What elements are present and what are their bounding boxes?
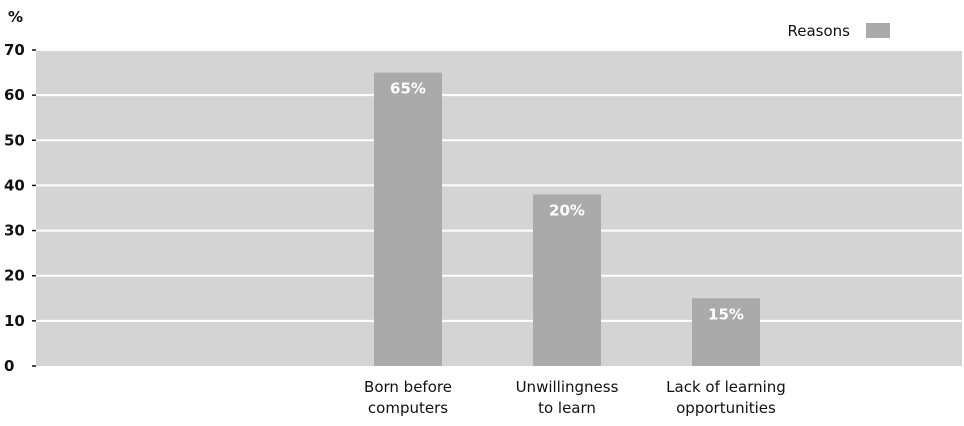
bar — [692, 298, 760, 366]
bar-data-label: 65% — [390, 80, 426, 98]
legend-swatch — [866, 23, 890, 38]
x-category-label: to learn — [538, 399, 596, 417]
y-tick-label: 0 — [4, 357, 14, 375]
y-tick-label: 50 — [4, 131, 25, 149]
bar-data-label: 15% — [708, 305, 744, 323]
x-category-label: computers — [368, 399, 448, 417]
x-category-label: Lack of learning — [666, 378, 786, 396]
legend-label: Reasons — [788, 22, 851, 40]
y-tick-label: 40 — [4, 176, 25, 194]
y-tick-label: 60 — [4, 86, 25, 104]
x-category-label: opportunities — [676, 399, 776, 417]
x-category-label: Unwillingness — [516, 378, 619, 396]
y-axis-tick-marks — [32, 49, 36, 367]
y-tick-label: 30 — [4, 222, 25, 240]
bar — [533, 194, 601, 366]
y-tick-label: 20 — [4, 267, 25, 285]
y-axis-tick-labels: 0 10 20 30 40 50 60 70 — [4, 41, 25, 375]
x-axis-category-labels: Born before computers Unwillingness to lear… — [364, 378, 786, 417]
y-tick-label: 10 — [4, 312, 25, 330]
bars: 65% 20% 15% — [374, 72, 760, 367]
bar — [374, 72, 442, 367]
y-axis-unit-label: % — [8, 8, 23, 26]
x-category-label: Born before — [364, 378, 452, 396]
plot-background — [36, 50, 962, 366]
bar-data-label: 20% — [549, 201, 585, 219]
gridlines — [36, 49, 962, 322]
y-tick-label: 70 — [4, 41, 25, 59]
